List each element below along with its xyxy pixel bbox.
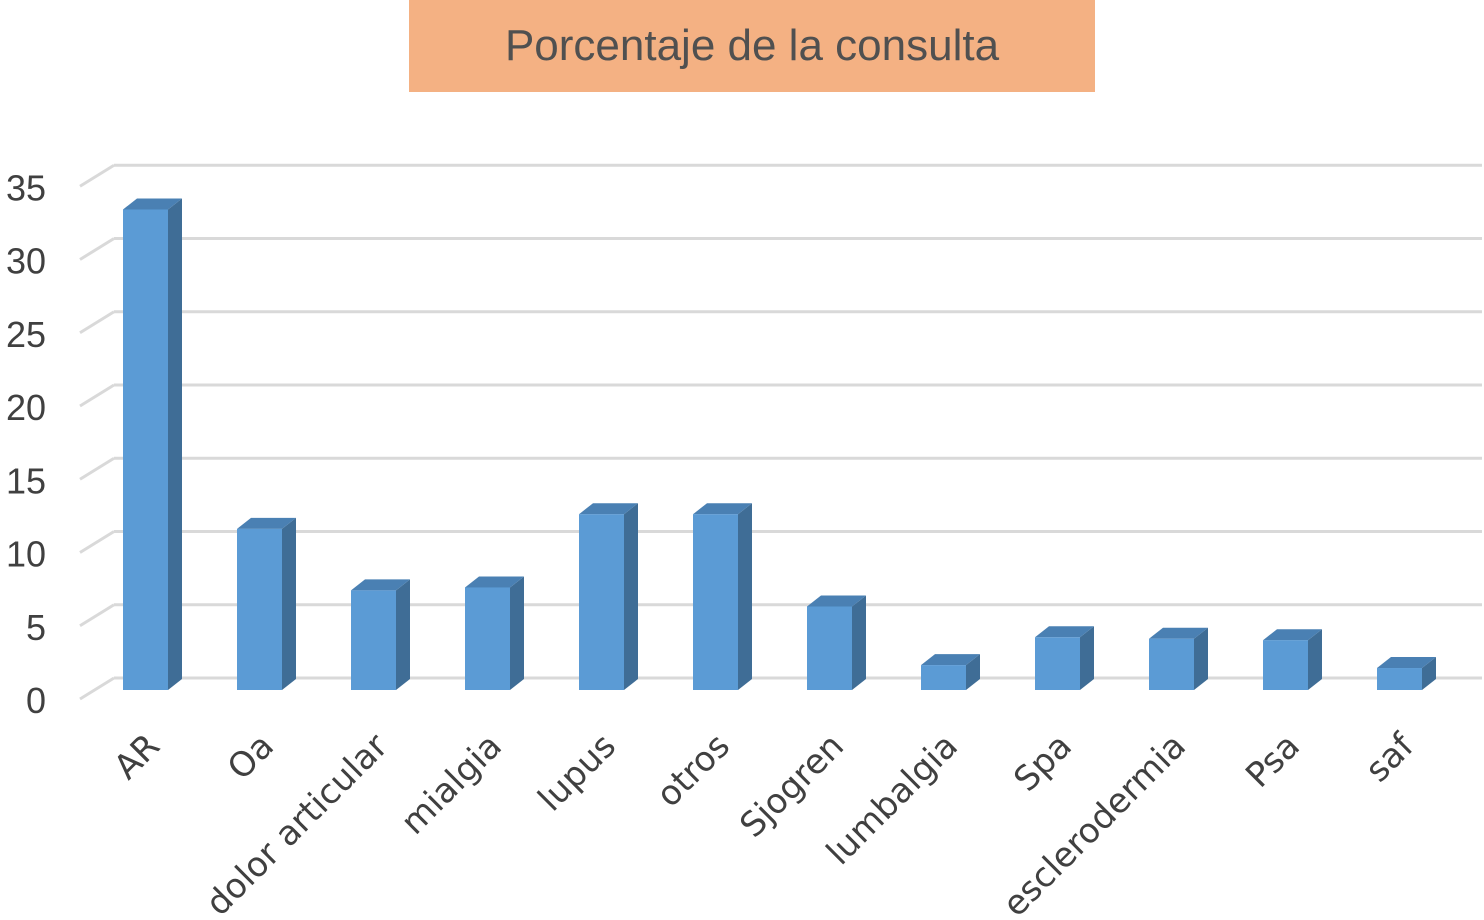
bar [1035,637,1080,690]
bar-top [807,595,866,607]
gridline-side [79,456,115,481]
x-tick-label: Spa [1006,726,1080,800]
x-tick-label: saf [1358,725,1423,790]
gridline-side [79,676,115,701]
bar [123,209,168,691]
y-tick-label: 20 [6,387,46,428]
x-tick-label: otros [649,726,738,815]
bar-side [282,517,296,690]
bar-top [1035,626,1094,638]
bar-top [1149,627,1208,639]
x-tick-label: Sjogren [732,726,852,846]
bar-side [1080,626,1094,690]
gridline-side [79,237,115,261]
bar [237,528,282,690]
bar [351,590,396,690]
x-tick-label: lupus [531,726,624,819]
bar [1263,640,1308,690]
bar-side [738,503,752,690]
bar-top [693,503,752,515]
bar [1377,668,1422,690]
bar-side [168,198,182,691]
gridline-side [79,310,115,335]
bar [807,606,852,690]
x-tick-label: AR [106,726,167,787]
bar-side [1422,657,1436,690]
y-tick-label: 35 [6,167,46,208]
bar-side [1194,627,1208,690]
bar-top [237,517,296,529]
bar-side [396,579,410,690]
bar [693,514,738,690]
x-tick-label: Oa [220,726,282,788]
gridline-side [79,603,115,628]
y-tick-label: 25 [6,314,46,355]
bar-side [624,503,638,690]
bar-top [465,576,524,588]
chart-title-box: Porcentaje de la consulta [409,0,1095,92]
bar [579,514,624,690]
bar-top [351,579,410,591]
y-tick-label: 0 [26,680,46,721]
y-tick-label: 10 [6,534,46,575]
y-tick-label: 15 [6,460,46,501]
gridline-side [79,530,115,554]
bar-top [579,503,638,515]
x-tick-label: Psa [1238,726,1308,796]
bar [1149,638,1194,690]
bar-top [123,198,182,210]
bar-side [966,654,980,690]
gridline-side [79,383,115,408]
chart-title: Porcentaje de la consulta [504,21,1000,70]
y-tick-label: 5 [26,607,46,648]
bar [921,665,966,690]
bar-top [1377,657,1436,669]
bar-top [921,654,980,666]
gridline-side [79,163,115,188]
y-tick-label: 30 [6,241,46,282]
bar-top [1263,629,1322,641]
bar-side [1308,629,1322,690]
x-tick-label: mialgia [393,726,509,842]
bar-side [852,595,866,690]
bar [465,587,510,690]
bar-side [510,576,524,690]
